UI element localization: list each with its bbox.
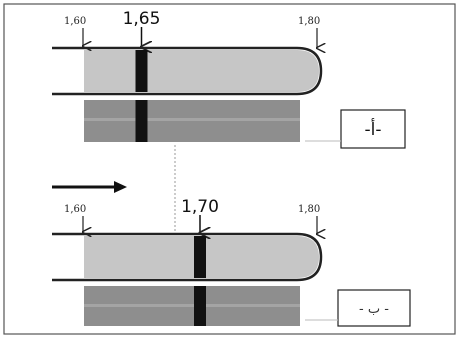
panel-b-strip-band: [194, 286, 206, 326]
panel-a-tube-cap-fill: [297, 50, 319, 92]
panel-a-label: -أ-: [364, 118, 381, 140]
panel-b: 1,60 1,80 1,70 - ب -: [52, 197, 411, 327]
panel-b-scale-left: 1,60: [64, 204, 86, 215]
panel-b-label-box: [337, 289, 411, 327]
panel-b-band: [194, 236, 206, 278]
panel-a: 1,60 1,80 1,65 -أ-: [52, 9, 406, 149]
panel-b-strip-highlight: [84, 304, 300, 307]
panel-a-tube-fill: [84, 50, 298, 92]
panel-a-strip-highlight: [84, 118, 300, 121]
panel-a-scale-left: 1,60: [64, 16, 86, 27]
panel-a-label-box: [340, 109, 406, 149]
panel-a-tube: [52, 46, 323, 96]
panel-b-label: - ب -: [359, 302, 389, 317]
direction-arrow: [52, 181, 127, 193]
panel-b-tube-cap-fill: [297, 236, 319, 278]
panel-b-tube: [52, 232, 323, 282]
panel-b-band-value: 1,70: [181, 197, 219, 217]
panel-a-band: [135, 50, 148, 92]
panel-b-scale-right: 1,80: [298, 204, 320, 215]
panel-a-strip-band: [135, 100, 148, 142]
panel-a-band-value: 1,65: [123, 9, 161, 29]
outer-frame: [3, 3, 456, 335]
panel-b-tube-fill: [84, 236, 298, 278]
panel-a-scale-right: 1,80: [298, 16, 320, 27]
